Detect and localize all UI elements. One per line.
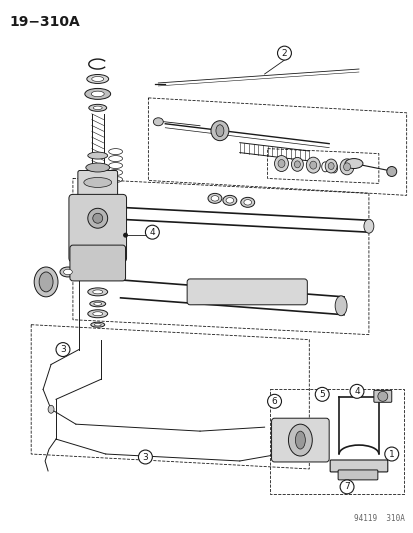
Ellipse shape (274, 156, 288, 172)
Ellipse shape (243, 199, 251, 205)
Text: 4: 4 (149, 228, 155, 237)
Circle shape (386, 166, 396, 176)
Ellipse shape (94, 324, 101, 326)
Circle shape (93, 213, 102, 223)
Circle shape (377, 391, 387, 401)
Circle shape (56, 343, 70, 357)
Circle shape (123, 233, 128, 238)
Ellipse shape (39, 272, 53, 292)
Ellipse shape (207, 193, 221, 203)
Ellipse shape (90, 322, 104, 327)
Ellipse shape (93, 106, 102, 110)
Text: 2: 2 (281, 49, 287, 58)
Circle shape (88, 208, 107, 228)
Text: 3: 3 (142, 453, 148, 462)
Ellipse shape (335, 296, 346, 316)
Text: 6: 6 (271, 397, 277, 406)
FancyBboxPatch shape (271, 418, 328, 462)
Ellipse shape (309, 161, 316, 169)
Ellipse shape (216, 125, 223, 136)
Ellipse shape (240, 197, 254, 207)
FancyBboxPatch shape (337, 470, 377, 480)
Ellipse shape (48, 405, 54, 413)
FancyBboxPatch shape (78, 171, 117, 204)
Ellipse shape (294, 161, 300, 168)
Ellipse shape (306, 157, 320, 173)
Ellipse shape (211, 196, 218, 201)
Ellipse shape (343, 163, 350, 171)
Ellipse shape (88, 288, 107, 296)
Circle shape (384, 447, 398, 461)
Ellipse shape (34, 267, 58, 297)
FancyBboxPatch shape (330, 460, 387, 472)
Ellipse shape (88, 152, 107, 159)
Ellipse shape (83, 177, 112, 188)
Ellipse shape (88, 104, 107, 111)
Ellipse shape (91, 91, 104, 96)
Circle shape (315, 387, 328, 401)
Ellipse shape (295, 431, 305, 449)
Ellipse shape (339, 159, 353, 175)
Ellipse shape (64, 269, 72, 274)
Text: 19−310A: 19−310A (9, 15, 80, 29)
FancyBboxPatch shape (70, 245, 125, 281)
Ellipse shape (85, 88, 110, 99)
Circle shape (339, 480, 353, 494)
Ellipse shape (153, 118, 163, 126)
Ellipse shape (363, 219, 373, 233)
Ellipse shape (85, 163, 109, 172)
Ellipse shape (288, 424, 311, 456)
FancyBboxPatch shape (69, 195, 126, 262)
Ellipse shape (88, 310, 107, 318)
Ellipse shape (87, 75, 108, 84)
Ellipse shape (278, 159, 284, 167)
Circle shape (145, 225, 159, 239)
Ellipse shape (344, 158, 362, 168)
Text: 3: 3 (60, 345, 66, 354)
FancyBboxPatch shape (187, 279, 306, 305)
Ellipse shape (328, 163, 333, 169)
Circle shape (277, 46, 291, 60)
Circle shape (349, 384, 363, 398)
Ellipse shape (325, 159, 336, 173)
Text: 4: 4 (353, 387, 359, 396)
Ellipse shape (211, 121, 228, 141)
Ellipse shape (93, 290, 102, 294)
Ellipse shape (60, 267, 76, 277)
Text: 94119  310A: 94119 310A (353, 514, 404, 523)
Ellipse shape (225, 198, 233, 203)
Ellipse shape (93, 312, 102, 316)
Ellipse shape (90, 301, 105, 307)
Text: 5: 5 (318, 390, 324, 399)
Ellipse shape (291, 157, 303, 171)
Ellipse shape (76, 204, 85, 218)
Ellipse shape (92, 77, 104, 82)
Text: 1: 1 (388, 449, 394, 458)
Text: 7: 7 (343, 482, 349, 491)
FancyBboxPatch shape (373, 390, 391, 402)
Circle shape (267, 394, 281, 408)
Ellipse shape (93, 302, 102, 305)
Circle shape (138, 450, 152, 464)
Ellipse shape (222, 196, 236, 205)
